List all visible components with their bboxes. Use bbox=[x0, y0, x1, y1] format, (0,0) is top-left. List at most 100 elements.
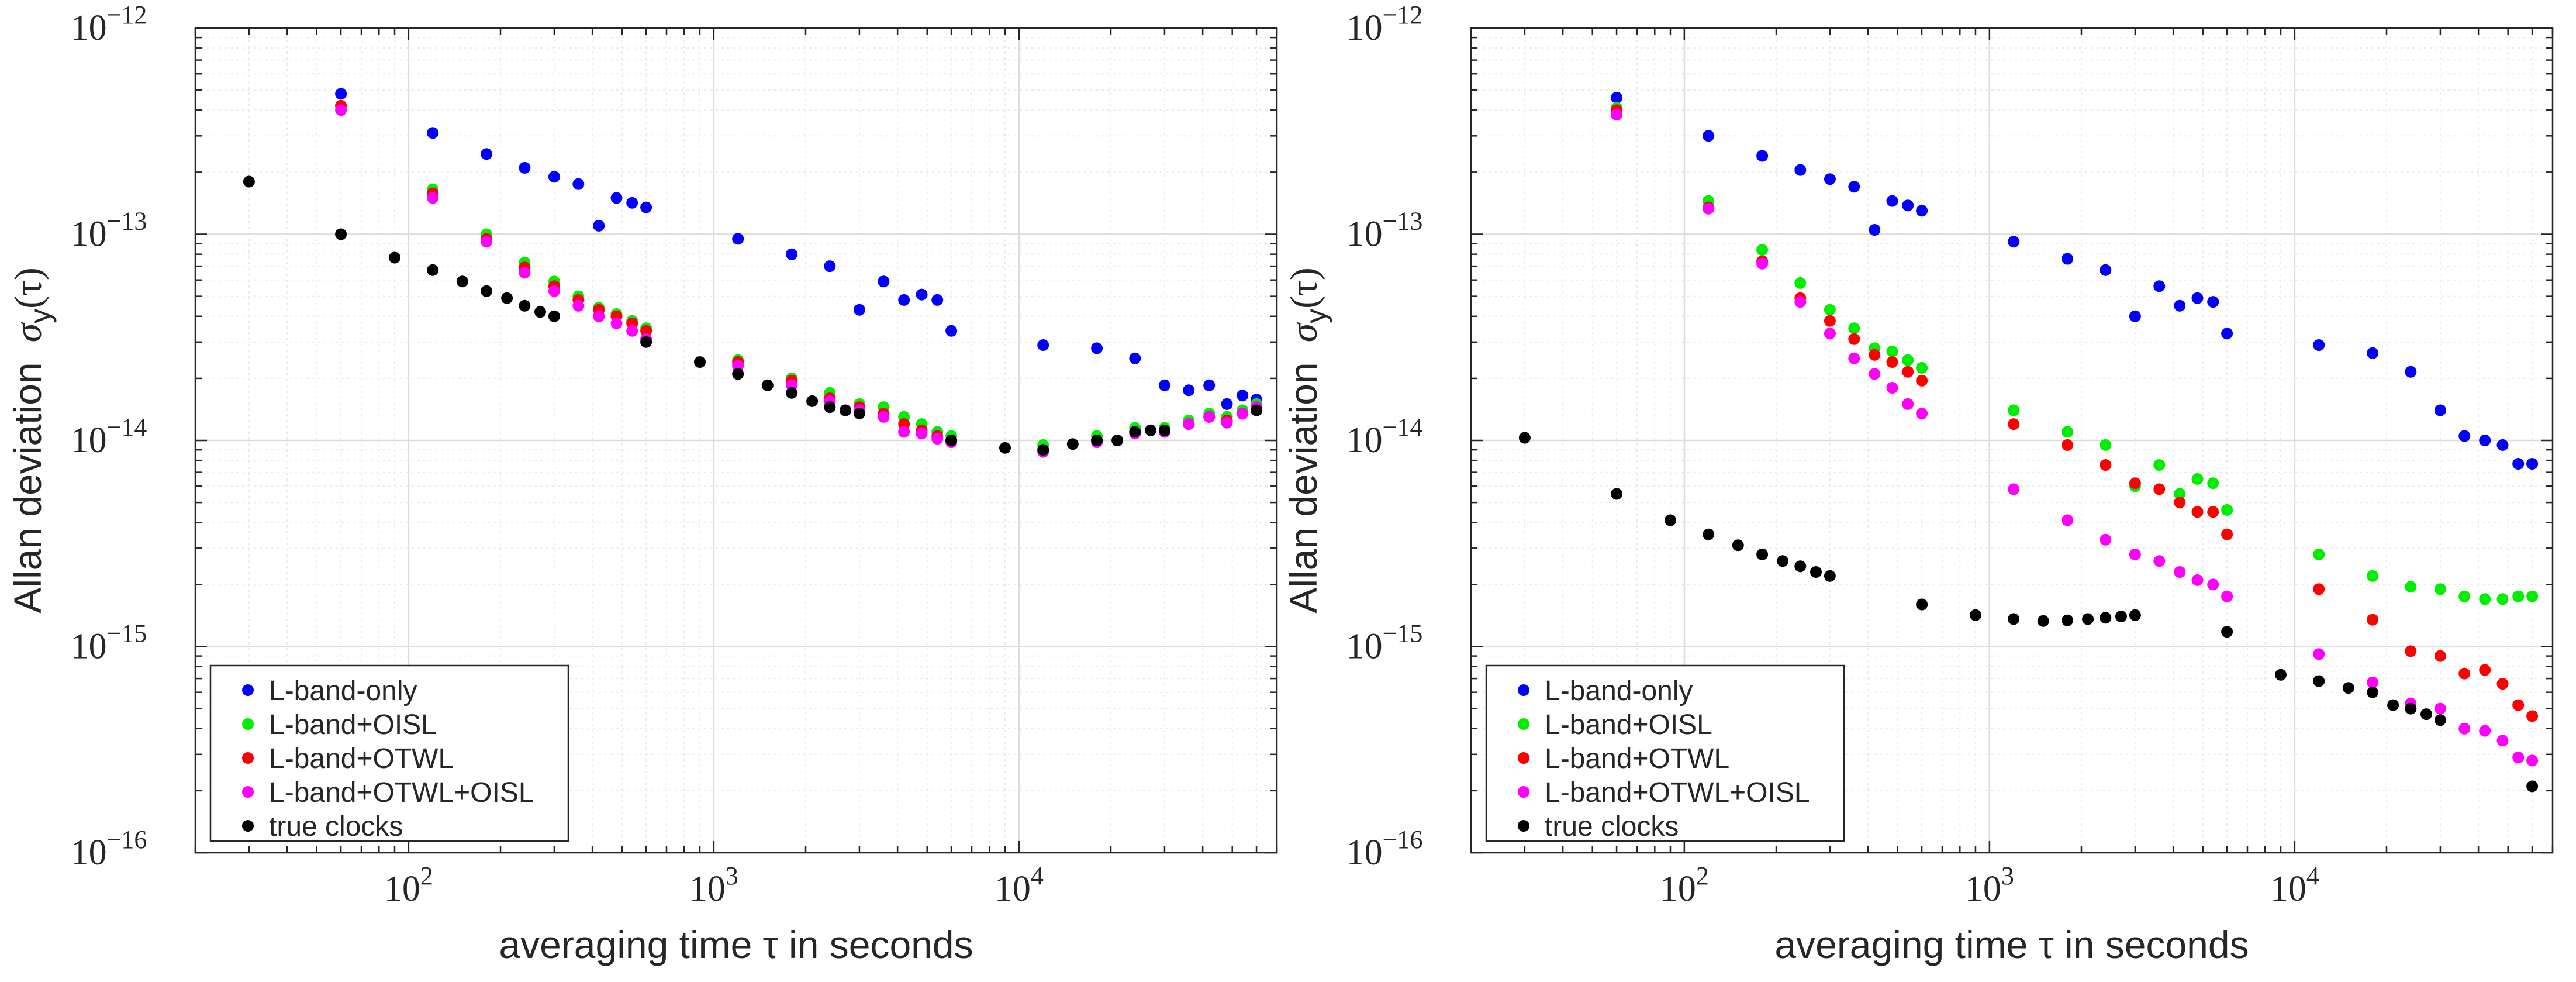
legend-marker bbox=[242, 684, 254, 696]
x-tick-label-base: 10 bbox=[1965, 869, 2001, 909]
data-point bbox=[1916, 361, 1928, 374]
data-point bbox=[1129, 426, 1141, 438]
data-point bbox=[1824, 173, 1836, 185]
y-axis-label-text: Allan deviation bbox=[1282, 362, 1325, 613]
data-point bbox=[2275, 669, 2287, 681]
x-axis-label: averaging time τ in seconds bbox=[1774, 923, 2249, 966]
data-point bbox=[2191, 506, 2204, 518]
data-point bbox=[2512, 699, 2525, 711]
data-point bbox=[1091, 342, 1103, 354]
data-point bbox=[2062, 426, 2074, 438]
data-point bbox=[2405, 366, 2417, 378]
data-point bbox=[2512, 458, 2525, 470]
data-point bbox=[2221, 328, 2233, 340]
data-point bbox=[427, 264, 439, 276]
data-point bbox=[931, 294, 944, 306]
legend-marker bbox=[1518, 718, 1529, 730]
data-point bbox=[2100, 459, 2112, 471]
data-point bbox=[2434, 650, 2446, 662]
data-point bbox=[2434, 583, 2446, 595]
data-point bbox=[2367, 676, 2379, 688]
data-point bbox=[732, 360, 744, 372]
data-point bbox=[1237, 408, 1249, 420]
x-tick-label-base: 10 bbox=[384, 869, 420, 909]
data-point bbox=[761, 379, 774, 391]
y-tick-label-base: 10 bbox=[71, 833, 107, 873]
y-axis-label-symbol: σ bbox=[7, 322, 50, 342]
y-axis-label: Allan deviation σy(τ) bbox=[6, 267, 57, 613]
x-tick-label-exponent: 3 bbox=[2001, 862, 2014, 890]
y-tick-label: 10−14 bbox=[1346, 413, 1423, 460]
data-point bbox=[878, 275, 890, 288]
legend-box bbox=[1485, 664, 1845, 842]
legend-marker bbox=[1518, 786, 1529, 798]
data-point bbox=[1611, 109, 1623, 121]
data-point bbox=[389, 251, 400, 264]
data-point bbox=[2313, 583, 2325, 595]
data-point bbox=[1221, 398, 1233, 410]
y-axis-label-subscript: y bbox=[1300, 309, 1332, 323]
tick-marks bbox=[1470, 27, 2554, 854]
data-point bbox=[1902, 366, 1914, 378]
data-point bbox=[1824, 328, 1836, 340]
data-point bbox=[1916, 205, 1928, 217]
legend-item: L-band+OTWL bbox=[242, 743, 454, 774]
legend-item: L-band+OTWL bbox=[1518, 743, 1729, 774]
data-point bbox=[243, 175, 255, 188]
data-point bbox=[481, 148, 493, 160]
data-point bbox=[1824, 304, 1836, 316]
data-point bbox=[931, 433, 944, 445]
data-point bbox=[2526, 754, 2539, 767]
data-point bbox=[1970, 609, 1981, 621]
data-point bbox=[2008, 236, 2020, 248]
y-tick-label: 10−14 bbox=[71, 413, 147, 460]
y-tick-label: 10−13 bbox=[1346, 207, 1423, 254]
data-point bbox=[2174, 566, 2186, 578]
data-point bbox=[2062, 514, 2074, 526]
legend-item: L-band+OISL bbox=[1518, 709, 1712, 740]
data-point bbox=[2008, 418, 2020, 430]
data-point bbox=[2221, 528, 2233, 540]
data-point bbox=[1703, 528, 1715, 540]
minor-grid bbox=[195, 28, 1277, 853]
data-point bbox=[945, 435, 958, 446]
y-tick-label-exponent: −14 bbox=[107, 413, 147, 442]
data-point bbox=[1756, 257, 1769, 270]
legend-label: true clocks bbox=[1545, 811, 1679, 842]
data-point bbox=[916, 288, 928, 301]
y-tick-label-base: 10 bbox=[1346, 833, 1383, 873]
data-point bbox=[1869, 368, 1881, 380]
data-point bbox=[1518, 432, 1531, 444]
data-point bbox=[1824, 570, 1836, 582]
data-point bbox=[1756, 244, 1769, 256]
data-point bbox=[1756, 150, 1769, 162]
data-point bbox=[2191, 292, 2204, 304]
x-tick-label: 103 bbox=[689, 862, 738, 909]
x-tick-label: 104 bbox=[995, 862, 1044, 909]
legend-label: L-band+OISL bbox=[269, 709, 437, 740]
x-tick-label: 103 bbox=[1965, 862, 2014, 909]
data-point bbox=[2191, 574, 2204, 586]
y-tick-label-base: 10 bbox=[71, 215, 107, 254]
data-point bbox=[572, 178, 585, 190]
legend-item: L-band-only bbox=[1518, 676, 1693, 707]
data-point bbox=[2526, 780, 2539, 793]
data-point bbox=[898, 294, 910, 306]
y-tick-label-exponent: −16 bbox=[107, 825, 147, 854]
data-point bbox=[2153, 483, 2166, 495]
data-point bbox=[2512, 752, 2525, 763]
legend-label: L-band-only bbox=[1545, 676, 1693, 707]
data-point bbox=[1848, 322, 1860, 335]
legend-marker bbox=[242, 820, 254, 832]
data-point bbox=[548, 310, 560, 322]
data-point bbox=[1902, 354, 1914, 366]
chart-panel-right: 102 103 10410−1210−1310−1410−1510−16averag… bbox=[1282, 1, 2554, 966]
data-point bbox=[610, 192, 623, 204]
data-point bbox=[2479, 725, 2491, 737]
data-point bbox=[1203, 411, 1216, 423]
data-point bbox=[2174, 488, 2186, 500]
legend-item: L-band+OTWL+OISL bbox=[242, 777, 534, 808]
data-point bbox=[548, 171, 560, 183]
data-point bbox=[427, 192, 439, 204]
legend-marker bbox=[242, 786, 254, 798]
